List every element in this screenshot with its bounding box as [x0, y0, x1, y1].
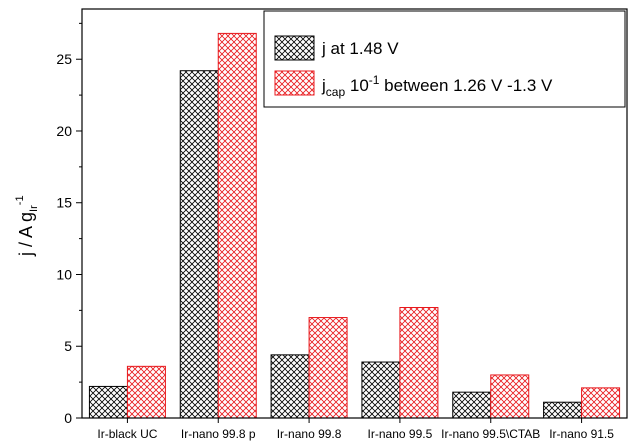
bars-group [88, 32, 621, 419]
bar-series1-2 [308, 317, 348, 419]
plot-frame [81, 8, 628, 419]
y-axis-ticks: 0 5 10 15 20 25 [56, 22, 82, 426]
bar-series1-1 [217, 32, 257, 419]
legend-label-1-mid: 10 [345, 76, 369, 95]
legend-swatch-1 [274, 70, 315, 96]
y-tick-label: 10 [56, 266, 72, 282]
bar-series0-4 [452, 391, 492, 419]
x-tick-label: Ir-nano 99.8 [277, 427, 342, 441]
y-axis-label-main: j / A g [16, 212, 36, 257]
x-tick-label: Ir-nano 99.5 [368, 427, 433, 441]
y-tick-label: 25 [56, 51, 72, 67]
bar-series1-3 [399, 306, 439, 419]
legend-label-1-sup: -1 [369, 73, 380, 87]
y-axis-label: j / A gIr-1 [14, 195, 40, 257]
x-axis-ticks: Ir-black UC Ir-nano 99.8 p Ir-nano 99.8 Ir-… [97, 418, 614, 441]
legend-swatch-0 [274, 35, 315, 61]
y-axis-label-sup: -1 [14, 195, 26, 205]
x-tick-label: Ir-nano 99.5\CTAB [441, 427, 540, 441]
legend-label-1-rest: between 1.26 V -1.3 V [379, 76, 553, 95]
bar-series1-5 [581, 387, 621, 419]
y-tick-label: 0 [64, 410, 72, 426]
bar-series0-0 [88, 385, 128, 419]
legend-label-1-sub: cap [326, 85, 346, 99]
x-tick-label: Ir-black UC [97, 427, 157, 441]
bar-series0-2 [270, 354, 310, 419]
bar-series0-1 [179, 70, 219, 419]
x-tick-label: Ir-nano 99.8 p [181, 427, 256, 441]
bar-series0-5 [543, 401, 583, 419]
legend-box [263, 10, 626, 108]
legend-label-1: jcap 10-1 between 1.26 V -1.3 V [321, 73, 553, 99]
bar-series0-3 [361, 361, 401, 419]
legend-label-1-base: j [321, 76, 326, 95]
y-tick-label: 15 [56, 195, 72, 211]
y-tick-label: 20 [56, 123, 72, 139]
y-axis-label-sub: Ir [28, 205, 40, 212]
y-tick-label: 5 [64, 338, 72, 354]
bar-series1-0 [126, 365, 166, 419]
legend-label-0: j at 1.48 V [321, 39, 399, 58]
x-tick-label: Ir-nano 91.5 [549, 427, 614, 441]
legend: j at 1.48 V jcap 10-1 between 1.26 V -1.… [263, 10, 626, 108]
bar-series1-4 [490, 374, 530, 419]
